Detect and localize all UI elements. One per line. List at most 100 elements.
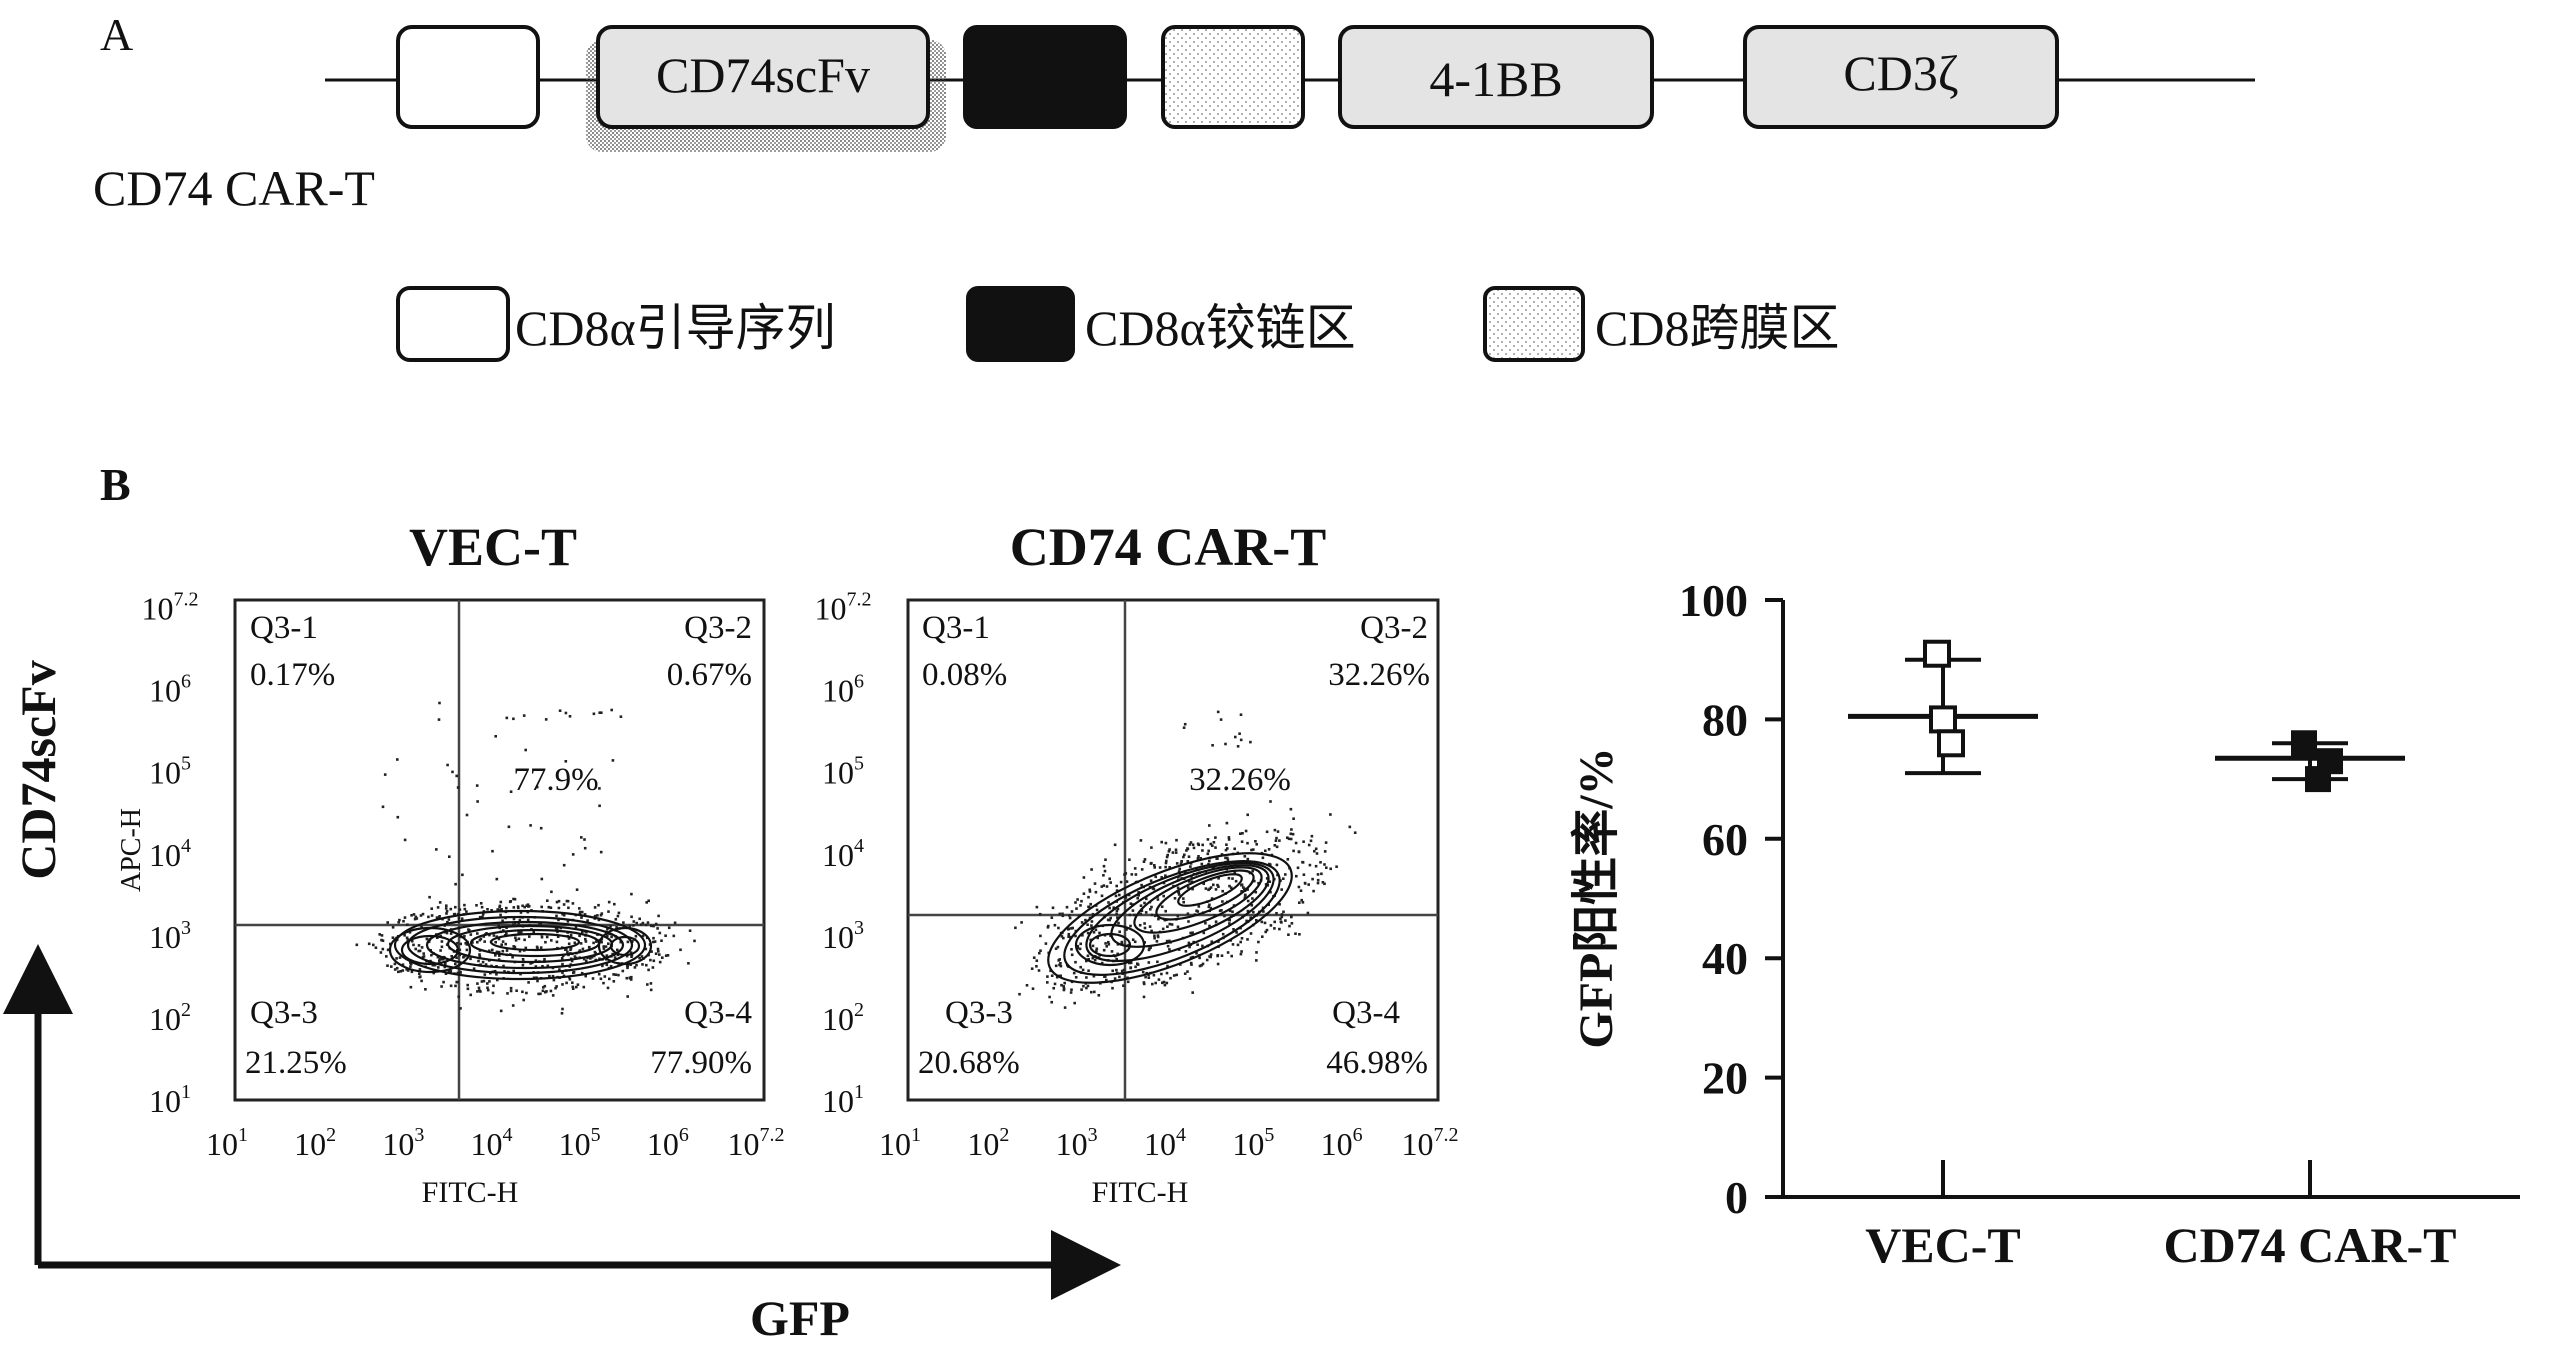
event-dot: [556, 935, 560, 938]
event-dot: [467, 928, 470, 931]
event-dot: [443, 965, 447, 969]
event-dot: [1067, 932, 1071, 936]
event-dot: [501, 949, 505, 953]
event-dot: [1298, 901, 1301, 904]
event-dot: [564, 711, 568, 715]
event-dot: [1232, 928, 1235, 931]
event-dot: [1020, 921, 1023, 924]
event-dot: [1059, 962, 1062, 965]
event-dot: [1204, 887, 1208, 890]
event-dot: [1160, 972, 1163, 976]
event-dot: [1314, 864, 1318, 868]
event-dot: [1160, 840, 1163, 844]
event-dot: [536, 979, 539, 983]
event-dot: [458, 908, 462, 911]
y-axis-label-apc-h: APC-H: [116, 808, 147, 892]
event-dot: [1189, 841, 1193, 844]
panel-a-label: A: [100, 9, 133, 60]
event-dot: [381, 947, 385, 951]
event-dot: [617, 911, 621, 915]
event-dot: [1106, 918, 1110, 922]
event-dot: [1152, 973, 1156, 977]
event-dot: [1188, 843, 1192, 846]
event-dot: [1129, 961, 1133, 965]
x-tick-label: 101: [206, 1124, 248, 1162]
event-dot: [1243, 855, 1247, 858]
event-dot: [571, 853, 575, 856]
event-dot: [1102, 948, 1106, 952]
segment-4-1bb: [1338, 25, 1654, 129]
event-dot: [1226, 856, 1229, 860]
event-dot: [1149, 908, 1152, 911]
event-dot: [424, 988, 427, 991]
event-dot: [1057, 926, 1060, 930]
event-dot: [1080, 921, 1084, 924]
event-dot: [1216, 883, 1219, 887]
event-dot: [1278, 903, 1281, 906]
event-dot: [1145, 971, 1148, 975]
event-dot: [1182, 726, 1186, 729]
event-dot: [1065, 905, 1069, 909]
event-dot: [646, 921, 650, 924]
event-dot: [418, 949, 422, 953]
event-dot: [1124, 896, 1128, 899]
event-dot: [1286, 836, 1289, 839]
event-dot: [540, 905, 543, 909]
event-dot: [544, 990, 547, 994]
event-dot: [505, 906, 508, 910]
event-dot: [1287, 933, 1290, 936]
event-dot: [554, 986, 557, 990]
event-dot: [1234, 735, 1237, 739]
event-dot: [476, 982, 479, 985]
event-dot: [575, 985, 578, 989]
event-dot: [459, 971, 462, 974]
event-dot: [1299, 889, 1303, 892]
event-dot: [1280, 921, 1283, 924]
event-dot: [506, 992, 509, 995]
event-dot: [1265, 877, 1269, 880]
event-dot: [1264, 849, 1267, 853]
event-dot: [497, 937, 501, 941]
event-dot: [497, 950, 501, 954]
event-dot: [688, 929, 692, 932]
event-dot: [398, 956, 402, 959]
event-dot: [555, 985, 558, 988]
event-dot: [410, 970, 414, 974]
event-dot: [1187, 920, 1190, 923]
event-dot: [495, 950, 499, 954]
event-dot: [635, 921, 638, 925]
event-dot: [381, 805, 385, 809]
event-dot: [1115, 912, 1118, 916]
event-dot: [440, 958, 443, 961]
event-dot: [1243, 896, 1247, 900]
event-dot: [649, 982, 653, 985]
quadrant-value-q3-3: 21.25%: [245, 1045, 347, 1081]
event-dot: [1143, 858, 1147, 861]
event-dot: [656, 947, 660, 951]
legend-swatch-black: [966, 286, 1075, 362]
x-tick-label: 102: [967, 1124, 1009, 1162]
event-dot: [1189, 931, 1192, 935]
event-dot: [651, 966, 655, 969]
event-dot: [597, 918, 601, 922]
event-dot: [488, 949, 491, 953]
event-dot: [1143, 922, 1146, 925]
event-dot: [540, 935, 544, 939]
event-dot: [1282, 877, 1285, 880]
event-dot: [1059, 974, 1062, 978]
event-dot: [421, 912, 425, 916]
event-dot: [1219, 718, 1223, 721]
event-dot: [500, 908, 503, 911]
event-dot: [1087, 905, 1091, 909]
event-dot: [1109, 881, 1112, 884]
event-dot: [418, 975, 421, 979]
event-dot: [529, 824, 532, 827]
event-dot: [1261, 856, 1265, 860]
event-dot: [1206, 852, 1210, 856]
event-dot: [1165, 855, 1169, 859]
event-dot: [660, 939, 663, 942]
event-dot: [1149, 862, 1153, 865]
event-dot: [539, 992, 542, 996]
event-dot: [1133, 867, 1137, 870]
event-dot: [1076, 898, 1079, 901]
